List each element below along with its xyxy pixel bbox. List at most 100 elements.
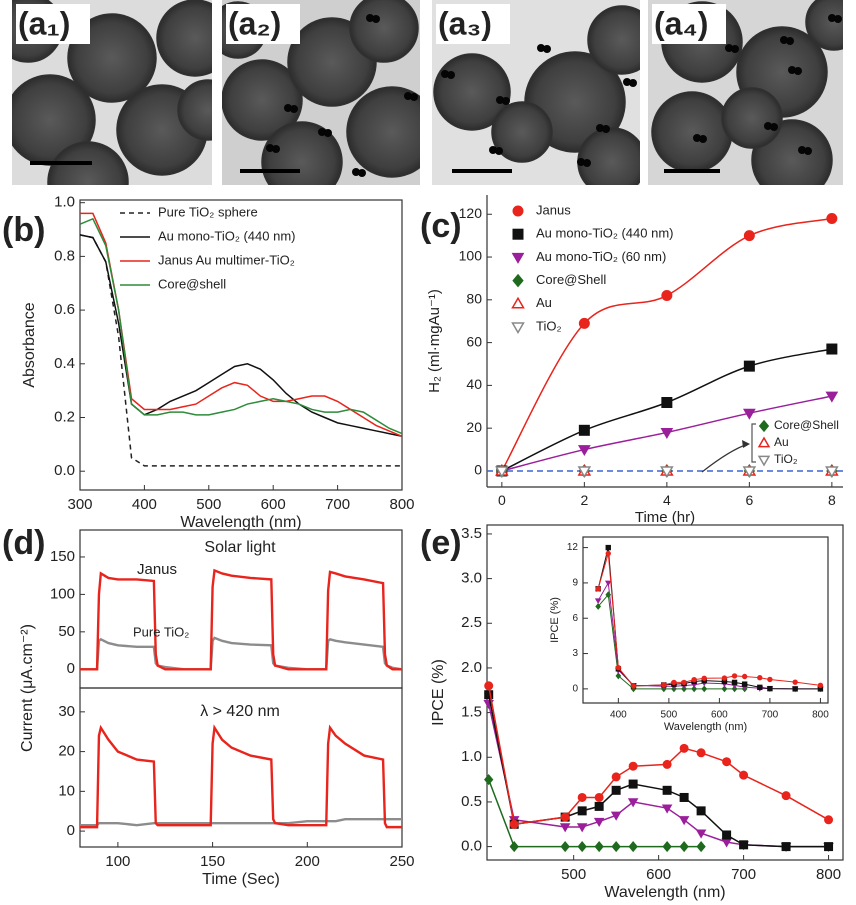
x-tick-label: 600 xyxy=(711,710,728,721)
panel-label: (a₄) xyxy=(654,5,708,41)
tem-image xyxy=(12,0,212,185)
y-axis-label: Absorbance xyxy=(21,302,38,387)
marker xyxy=(824,842,834,852)
label-bg xyxy=(16,4,90,44)
marker xyxy=(731,685,738,693)
sphere xyxy=(491,101,553,163)
series-line xyxy=(597,553,821,687)
marker xyxy=(595,603,602,610)
series-line xyxy=(80,212,403,437)
marker xyxy=(594,801,604,811)
marker xyxy=(731,673,738,679)
marker xyxy=(742,466,757,478)
sphere xyxy=(349,0,419,63)
marker xyxy=(661,804,673,814)
au-particle xyxy=(786,37,794,45)
marker xyxy=(695,829,707,839)
marker xyxy=(627,798,639,808)
legend-label: TiO₂ xyxy=(536,318,562,333)
au-particle xyxy=(318,128,326,136)
y-tick-label: 0 xyxy=(572,684,578,695)
y-tick-label: 3.5 xyxy=(461,525,482,542)
marker xyxy=(577,792,587,802)
annotation: TiO₂ xyxy=(774,452,798,466)
image-panel: (a₂) xyxy=(222,0,420,185)
au-particle xyxy=(602,125,610,133)
au-particle xyxy=(834,15,842,23)
legend-label: Core@Shell xyxy=(536,272,606,287)
marker xyxy=(610,811,622,821)
x-tick-label: 700 xyxy=(325,496,350,513)
marker xyxy=(701,685,708,693)
marker xyxy=(679,792,689,802)
marker xyxy=(757,674,763,681)
au-particle xyxy=(410,93,418,101)
x-tick-label: 2 xyxy=(580,492,588,508)
series-line xyxy=(487,703,829,848)
x-tick-label: 4 xyxy=(663,492,671,508)
bracket xyxy=(751,423,756,463)
x-tick-label: 8 xyxy=(828,492,836,508)
y-axis-label: Current (μA.cm⁻²) xyxy=(19,624,36,752)
legend-marker xyxy=(511,322,525,334)
au-particle xyxy=(404,92,412,100)
x-tick-label: 400 xyxy=(610,710,627,721)
x-tick-label: 800 xyxy=(812,710,829,721)
au-particle xyxy=(699,135,707,143)
x-tick-label: 100 xyxy=(105,853,130,870)
y-tick-label: 20 xyxy=(58,743,75,760)
marker xyxy=(660,466,674,478)
au-particle xyxy=(358,169,366,177)
legend-label: Janus Au multimer-TiO₂ xyxy=(158,252,295,267)
panel-label: (c) xyxy=(420,207,462,245)
x-axis-label: Wavelength (nm) xyxy=(604,884,725,901)
marker xyxy=(577,806,587,816)
marker xyxy=(605,550,611,557)
marker xyxy=(696,841,706,853)
au-particle xyxy=(489,146,497,154)
au-particle xyxy=(495,147,503,155)
y-tick-label: 60 xyxy=(466,333,482,349)
plot-frame xyxy=(582,536,829,704)
au-particle xyxy=(441,70,449,78)
x-tick-label: 400 xyxy=(132,496,157,513)
sphere xyxy=(346,86,420,178)
y-tick-label: 3 xyxy=(572,648,578,659)
marker xyxy=(495,466,509,478)
marker xyxy=(781,791,791,801)
annotation-marker xyxy=(758,419,770,433)
series-line xyxy=(79,217,403,435)
marker xyxy=(696,806,706,816)
y-tick-label: 6 xyxy=(572,613,578,624)
legend-label: Core@shell xyxy=(158,276,226,291)
marker xyxy=(594,792,604,802)
panel-label: (d) xyxy=(2,524,45,562)
y-tick-label: 50 xyxy=(58,623,75,640)
series-line xyxy=(79,234,402,467)
legend-marker xyxy=(511,296,525,309)
marker xyxy=(696,748,706,758)
panel-label: (e) xyxy=(420,524,462,562)
y-tick-label: 20 xyxy=(466,419,482,435)
x-tick-label: 800 xyxy=(389,496,414,513)
au-particle xyxy=(693,134,701,142)
marker xyxy=(662,759,672,769)
sphere xyxy=(156,0,212,77)
au-particle xyxy=(266,144,274,152)
sphere xyxy=(587,5,640,75)
y-tick-label: 0 xyxy=(67,660,75,677)
plot-frame xyxy=(79,199,403,491)
y-tick-label: 0.0 xyxy=(54,462,75,479)
series-line xyxy=(80,724,402,829)
marker xyxy=(594,841,604,853)
marker xyxy=(824,815,834,825)
marker xyxy=(577,445,591,457)
series-line xyxy=(80,636,403,671)
marker xyxy=(509,819,519,829)
y-tick-label: 1.0 xyxy=(54,194,75,211)
marker xyxy=(611,772,621,782)
marker xyxy=(721,685,728,693)
marker xyxy=(560,841,570,853)
marker xyxy=(560,812,570,822)
